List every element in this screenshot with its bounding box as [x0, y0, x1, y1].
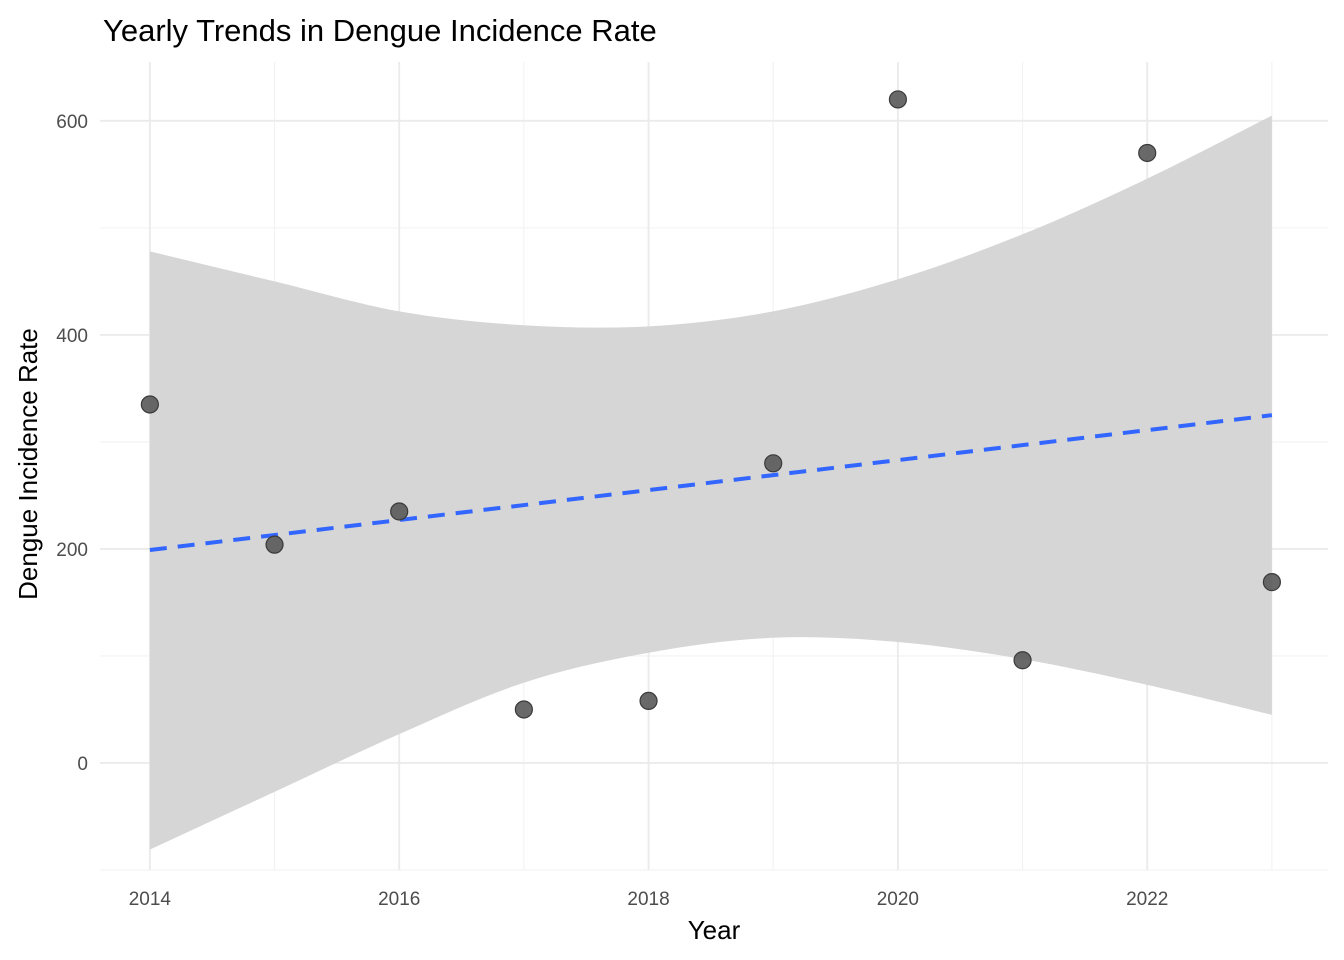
x-tick-label: 2022 [1126, 889, 1168, 910]
y-tick-label: 600 [56, 112, 88, 133]
y-tick-label: 400 [56, 326, 88, 347]
data-point [1013, 651, 1032, 670]
data-point [1138, 143, 1157, 163]
data-point [639, 691, 658, 711]
x-tick-labels: 2014 2016 2018 2020 2022 [129, 889, 1169, 910]
y-tick-label: 200 [56, 540, 88, 561]
data-point [764, 454, 783, 473]
data-point [1262, 573, 1281, 592]
data-point [140, 395, 159, 414]
x-axis-title: Year [688, 915, 741, 945]
data-point [514, 700, 533, 719]
data-point [265, 535, 284, 554]
y-tick-labels: 0 200 400 600 [56, 112, 88, 775]
x-tick-label: 2018 [627, 889, 669, 910]
trend-line-layer [149, 413, 1273, 552]
x-tick-label: 2016 [378, 889, 420, 910]
data-point [390, 502, 409, 521]
y-axis-title: Dengue Incidence Rate [13, 328, 43, 600]
x-tick-label: 2014 [129, 889, 172, 910]
data-point [888, 90, 907, 109]
chart-title: Yearly Trends in Dengue Incidence Rate [103, 13, 657, 48]
points-layer [140, 90, 1281, 719]
trend-line [149, 413, 1273, 552]
y-tick-label: 0 [77, 754, 88, 775]
x-tick-label: 2020 [877, 889, 919, 910]
